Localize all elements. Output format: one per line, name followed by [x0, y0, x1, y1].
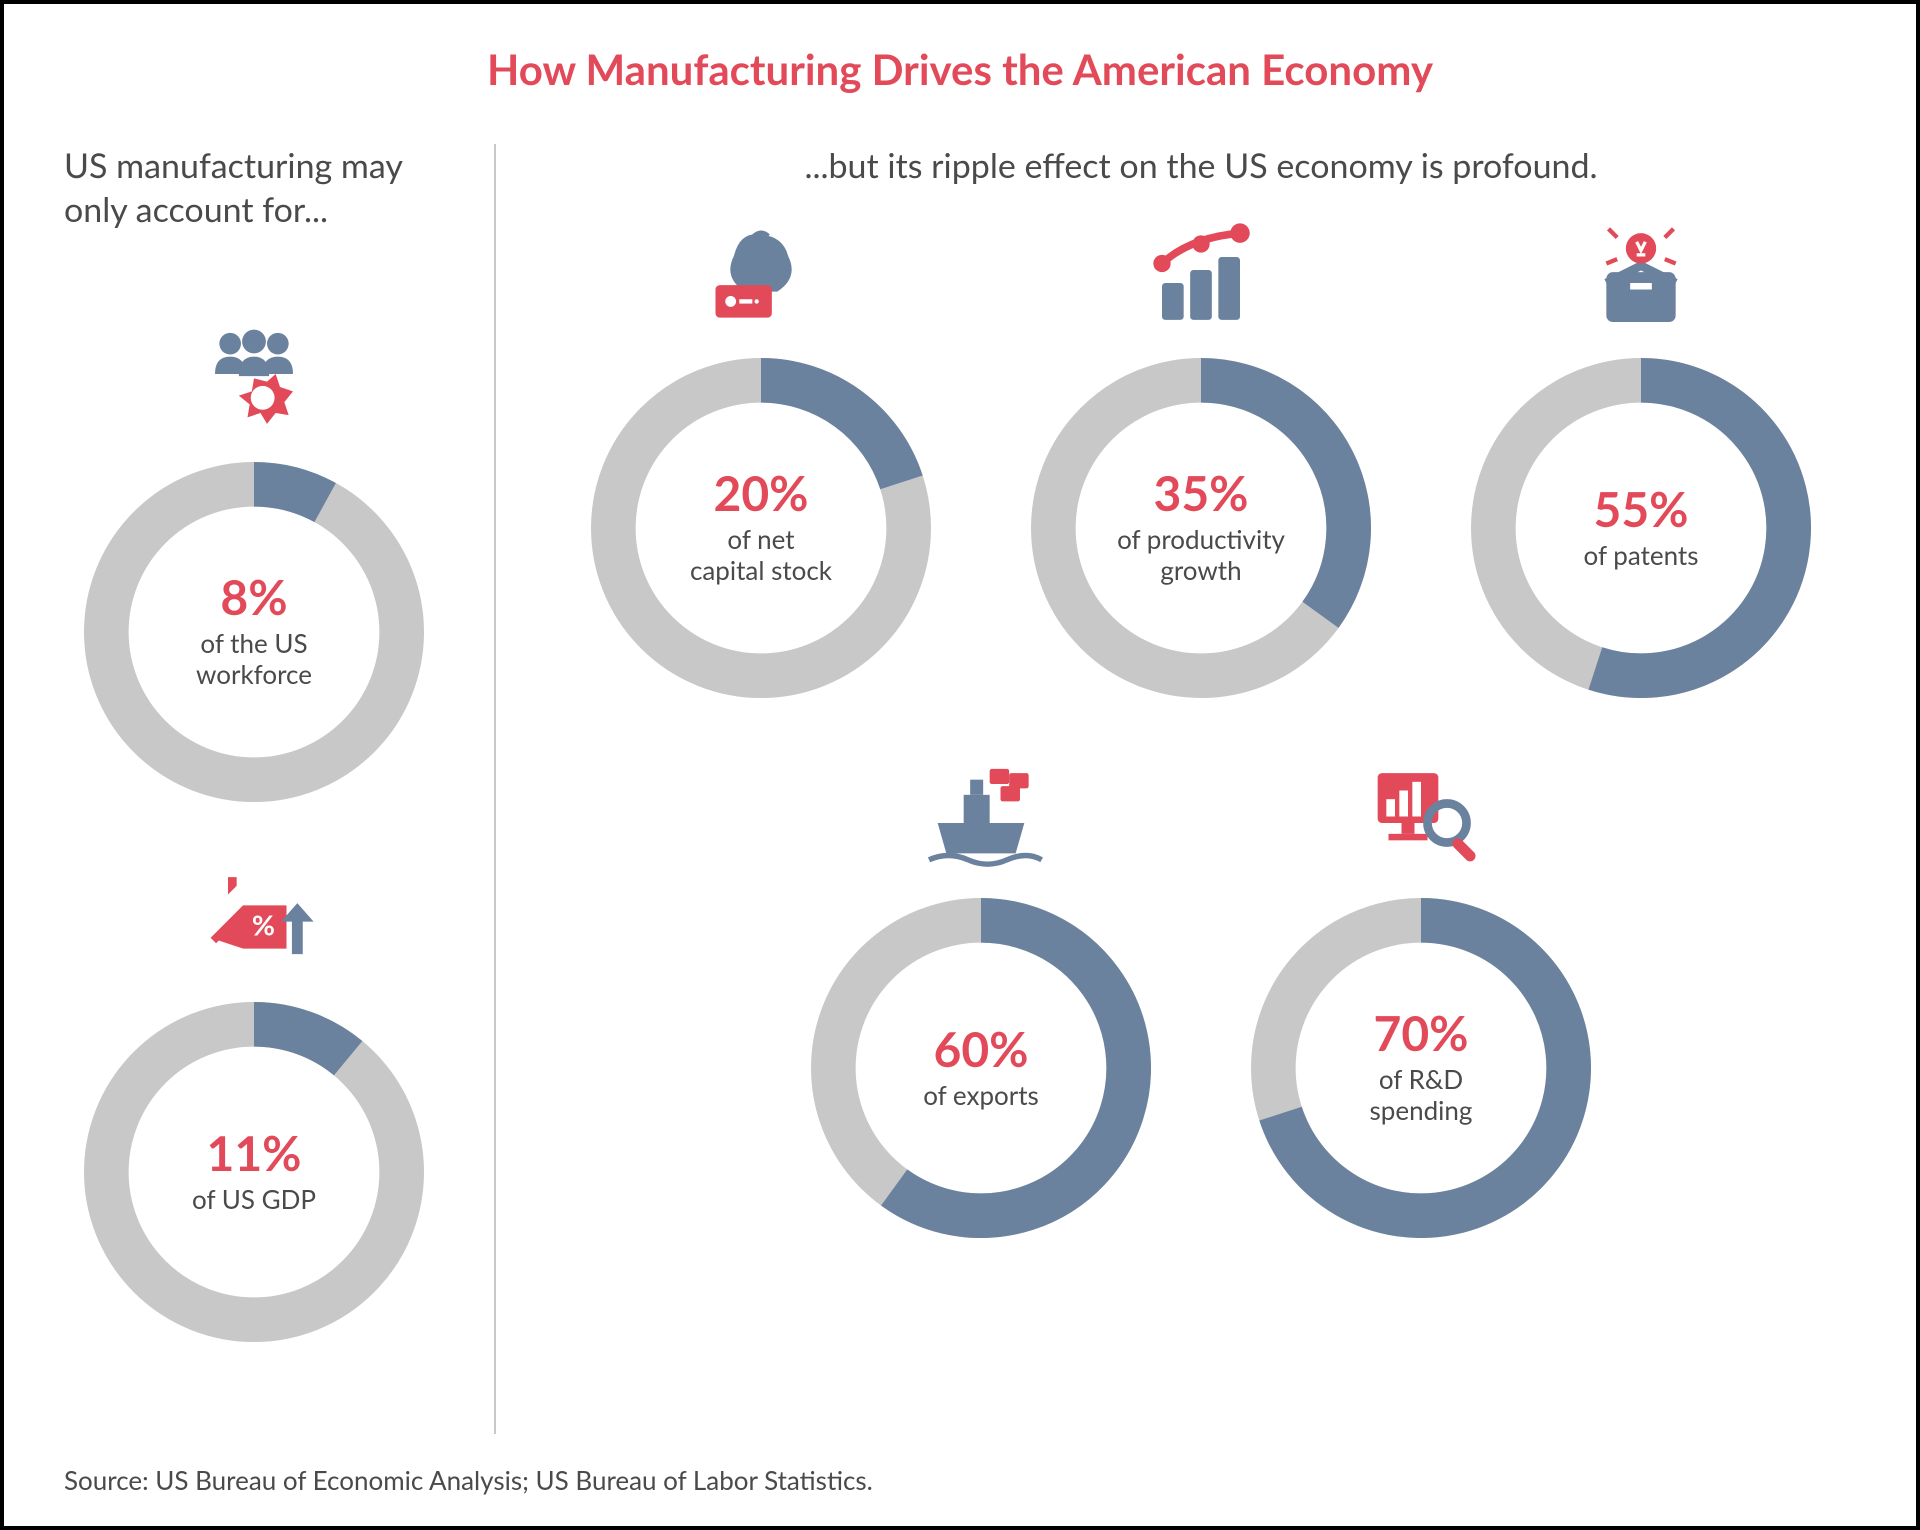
pct-productivity: 35%	[1153, 470, 1248, 518]
donut-capital: 20% of netcapital stock	[591, 358, 931, 698]
pct-rd: 70%	[1373, 1010, 1468, 1058]
exports-icon	[916, 758, 1046, 888]
pct-gdp: 11%	[206, 1130, 301, 1178]
donut-productivity: 35% of productivitygrowth	[1031, 358, 1371, 698]
capital-icon	[696, 218, 826, 348]
patents-icon	[1576, 218, 1706, 348]
left-column: US manufacturing may only account for...…	[64, 144, 494, 1434]
stat-patents: 55% of patents	[1451, 218, 1831, 698]
capital-icon-box	[696, 218, 826, 348]
donut-workforce: 8% of the USworkforce	[84, 462, 424, 802]
stat-exports: 60% of exports	[791, 758, 1171, 1238]
pct-exports: 60%	[933, 1026, 1028, 1074]
stat-workforce: 8% of the USworkforce	[64, 322, 444, 802]
donut-gdp: 11% of US GDP	[84, 1002, 424, 1342]
right-column: ...but its ripple effect on the US econo…	[494, 144, 1856, 1434]
svg-text:%: %	[252, 908, 275, 942]
donut-patents: 55% of patents	[1471, 358, 1811, 698]
left-subhead: US manufacturing may only account for...	[64, 144, 454, 232]
workforce-icon-box	[189, 322, 319, 452]
exports-icon-box	[916, 758, 1046, 888]
stat-row: 20% of netcapital stock 35% of productiv…	[546, 218, 1856, 698]
productivity-icon	[1136, 218, 1266, 348]
workforce-icon	[189, 322, 319, 452]
label-workforce: of the USworkforce	[196, 628, 312, 690]
pct-workforce: 8%	[220, 574, 287, 622]
label-productivity: of productivitygrowth	[1117, 524, 1285, 586]
gdp-icon: %	[189, 862, 319, 992]
source-text: Source: US Bureau of Economic Analysis; …	[64, 1464, 1856, 1496]
label-exports: of exports	[923, 1080, 1039, 1111]
label-gdp: of US GDP	[192, 1184, 316, 1215]
stat-gdp: % 11% of US GDP	[64, 862, 444, 1342]
columns: US manufacturing may only account for...…	[64, 144, 1856, 1434]
gdp-icon-box: %	[189, 862, 319, 992]
patents-icon-box	[1576, 218, 1706, 348]
infographic-frame: How Manufacturing Drives the American Ec…	[0, 0, 1920, 1530]
rd-icon	[1356, 758, 1486, 888]
pct-patents: 55%	[1593, 486, 1688, 534]
pct-capital: 20%	[713, 470, 808, 518]
donut-exports: 60% of exports	[811, 898, 1151, 1238]
stat-rd: 70% of R&Dspending	[1231, 758, 1611, 1238]
main-title: How Manufacturing Drives the American Ec…	[64, 44, 1856, 94]
stat-productivity: 35% of productivitygrowth	[1011, 218, 1391, 698]
rd-icon-box	[1356, 758, 1486, 888]
label-patents: of patents	[1584, 540, 1699, 571]
stat-capital: 20% of netcapital stock	[571, 218, 951, 698]
label-capital: of netcapital stock	[690, 524, 832, 586]
label-rd: of R&Dspending	[1370, 1064, 1473, 1126]
right-subhead: ...but its ripple effect on the US econo…	[546, 144, 1856, 188]
stat-row: 60% of exports 70% of R&Dspending	[546, 758, 1856, 1238]
productivity-icon-box	[1136, 218, 1266, 348]
donut-rd: 70% of R&Dspending	[1251, 898, 1591, 1238]
